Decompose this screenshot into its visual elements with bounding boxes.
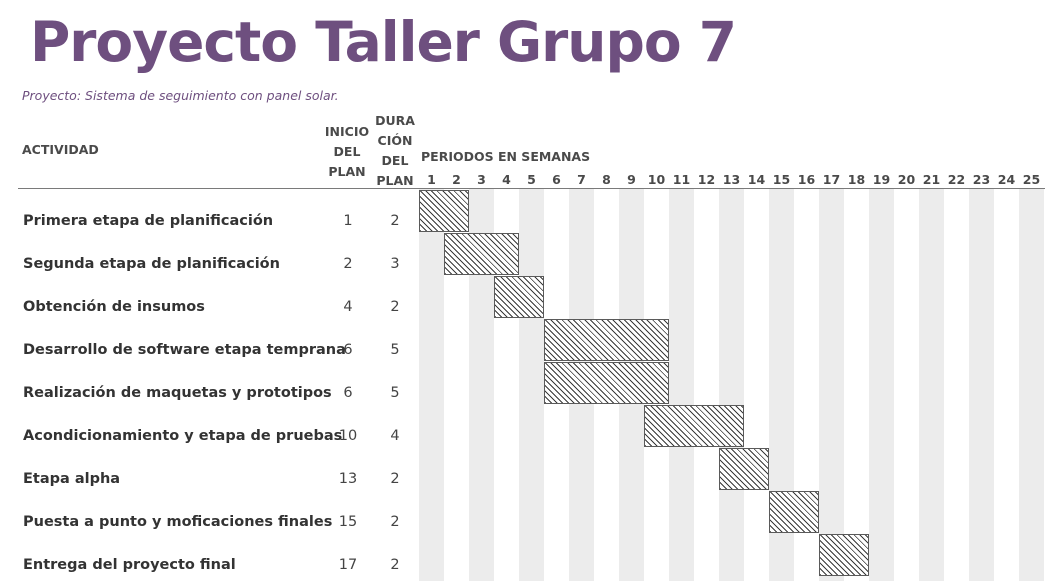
activity-duration: 2 [390,471,400,487]
activity-name: Realización de maquetas y prototipos [23,385,332,401]
week-number: 6 [552,172,561,187]
week-number: 1 [427,172,436,187]
gantt-bar [769,491,819,533]
week-number: 15 [772,172,791,187]
activity-start: 1 [343,213,353,229]
week-column-shade [869,189,894,581]
gantt-bar [819,534,869,576]
start-header-line: INICIO [324,124,370,139]
week-number: 16 [797,172,816,187]
periods-header: PERIODOS EN SEMANAS [421,149,591,164]
activity-duration: 3 [390,256,400,272]
activity-name: Segunda etapa de planificación [23,256,280,272]
activity-header: ACTIVIDAD [22,142,99,157]
week-number: 23 [972,172,991,187]
week-number: 7 [577,172,586,187]
week-number: 8 [602,172,611,187]
week-column-shade [919,189,944,581]
activity-duration: 4 [390,428,400,444]
start-header-line: PLAN [328,164,366,179]
week-column-shade [519,189,544,581]
duration-header-line: CIÓN [377,133,413,148]
activity-name: Entrega del proyecto final [23,557,236,573]
gantt-bar [494,276,544,318]
week-number: 12 [697,172,716,187]
start-header: INICIO DEL PLAN [320,122,374,182]
week-number: 17 [822,172,841,187]
week-column-shade [669,189,694,581]
gantt-bar [419,190,469,232]
week-number: 3 [477,172,486,187]
week-number: 13 [722,172,741,187]
gantt-bar [444,233,519,275]
week-number: 14 [747,172,766,187]
week-column-shade [419,189,444,581]
week-number: 21 [922,172,941,187]
activity-start: 17 [338,557,358,573]
gantt-bar [544,319,669,361]
activity-duration: 5 [390,385,400,401]
duration-header-line: DEL [381,153,409,168]
activity-start: 4 [343,299,353,315]
activity-duration: 2 [390,213,400,229]
duration-header-line: DURA [375,113,415,128]
activity-name: Obtención de insumos [23,299,205,315]
activity-start: 2 [343,256,353,272]
activity-start: 13 [338,471,358,487]
activity-duration: 5 [390,342,400,358]
activity-name: Desarrollo de software etapa temprana [23,342,346,358]
week-column-shade [719,189,744,581]
week-number: 4 [502,172,511,187]
week-number: 9 [627,172,636,187]
activity-name: Primera etapa de planificación [23,213,274,229]
gantt-bar [644,405,744,447]
activity-start: 6 [343,385,353,401]
activity-start: 10 [338,428,358,444]
week-column-shade [819,189,844,581]
duration-header: DURA CIÓN DEL PLAN [372,111,418,191]
activity-name: Puesta a punto y moficaciones finales [23,514,333,530]
week-number: 22 [947,172,966,187]
week-number: 20 [897,172,916,187]
week-number: 19 [872,172,891,187]
week-number: 25 [1022,172,1041,187]
page-title: Proyecto Taller Grupo 7 [30,10,737,74]
activity-start: 15 [338,514,358,530]
activity-duration: 2 [390,557,400,573]
week-number: 24 [997,172,1016,187]
start-header-line: DEL [333,144,361,159]
gantt-bar [719,448,769,490]
project-subtitle: Proyecto: Sistema de seguimiento con pan… [22,88,339,103]
week-column-shade [1019,189,1044,581]
activity-duration: 2 [390,299,400,315]
week-number: 18 [847,172,866,187]
header-divider [18,188,1045,189]
week-column-shade [969,189,994,581]
gantt-bar [544,362,669,404]
activity-name: Etapa alpha [23,471,121,487]
activity-name: Acondicionamiento y etapa de pruebas [23,428,343,444]
week-number: 2 [452,172,461,187]
activity-duration: 2 [390,514,400,530]
week-number: 10 [647,172,666,187]
duration-header-line: PLAN [376,173,414,188]
week-number: 5 [527,172,536,187]
week-number: 11 [672,172,691,187]
activity-start: 6 [343,342,353,358]
